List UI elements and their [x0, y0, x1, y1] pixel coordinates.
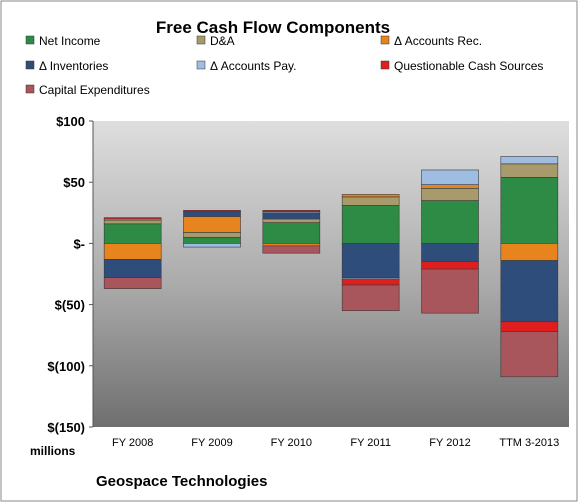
bar-delta-inventories-fy-2008 [103, 259, 162, 278]
legend-label-net-income: Net Income [39, 34, 101, 48]
legend-label-delta-accounts-pay: Δ Accounts Pay. [210, 59, 297, 73]
legend-label-questionable-cash-sources: Questionable Cash Sources [394, 59, 543, 73]
legend-label-danda: D&A [210, 34, 235, 48]
bar-delta-accounts-rec-fy-2008 [103, 243, 162, 260]
legend-swatch-delta-accounts-rec [380, 35, 390, 45]
bar-questionable-cash-sources-fy-2011 [341, 278, 400, 286]
bar-danda-fy-2012 [421, 188, 479, 201]
x-tick-label: FY 2008 [112, 437, 153, 449]
legend-swatch-danda [196, 35, 206, 45]
bar-delta-inventories-fy-2010 [262, 212, 321, 220]
bar-capital-expenditures-ttm-3-2013 [500, 331, 559, 378]
legend-swatch-delta-accounts-pay [196, 60, 206, 70]
bars [103, 156, 559, 378]
bar-delta-accounts-rec-fy-2011 [341, 194, 400, 198]
plot-area [93, 121, 569, 427]
legend-swatch-questionable-cash-sources [380, 60, 390, 70]
unit-label: millions [30, 444, 76, 458]
bar-questionable-cash-sources-fy-2010 [262, 210, 321, 212]
bar-net-income-fy-2012 [421, 200, 479, 244]
legend-label-delta-inventories: Δ Inventories [39, 59, 108, 73]
legend-label-capital-expenditures: Capital Expenditures [39, 83, 150, 97]
bar-delta-accounts-pay-fy-2012 [421, 169, 479, 185]
bar-delta-accounts-rec-ttm-3-2013 [500, 243, 559, 261]
bar-capital-expenditures-fy-2012 [421, 268, 479, 314]
bar-delta-inventories-ttm-3-2013 [500, 260, 559, 323]
bar-delta-inventories-fy-2012 [421, 243, 479, 263]
chart-title: Free Cash Flow Components [156, 18, 390, 37]
x-tick-label: TTM 3-2013 [499, 437, 559, 449]
bar-net-income-fy-2010 [262, 222, 321, 244]
x-tick-label: FY 2009 [191, 437, 232, 449]
x-tick-label: FY 2012 [429, 437, 470, 449]
y-tick-label: $(50) [55, 298, 85, 313]
bar-delta-accounts-pay-fy-2009 [183, 243, 241, 248]
bar-capital-expenditures-fy-2011 [341, 284, 400, 312]
bar-questionable-cash-sources-fy-2012 [421, 261, 479, 270]
bar-capital-expenditures-fy-2008 [103, 277, 162, 289]
x-tick-label: FY 2011 [350, 437, 391, 449]
bar-questionable-cash-sources-fy-2009 [183, 210, 241, 212]
y-tick-label: $- [73, 236, 85, 251]
y-tick-label: $100 [56, 114, 85, 129]
legend-swatch-delta-inventories [25, 60, 35, 70]
x-tick-label: FY 2010 [271, 437, 312, 449]
legend-swatch-net-income [25, 35, 35, 45]
bar-delta-inventories-fy-2009 [183, 211, 241, 217]
bar-danda-fy-2010 [262, 218, 321, 223]
y-axis: $100 $50 $- $(50) $(100) $(150) [47, 114, 94, 435]
bar-net-income-fy-2011 [341, 205, 400, 244]
bar-danda-fy-2008 [103, 219, 162, 225]
bar-questionable-cash-sources-ttm-3-2013 [500, 321, 559, 332]
bar-danda-fy-2011 [341, 196, 400, 206]
bar-net-income-fy-2008 [103, 223, 162, 244]
bar-net-income-fy-2009 [183, 236, 241, 244]
x-axis: FY 2008 FY 2009 FY 2010 FY 2011 FY 2012 TTM 3… [112, 437, 559, 449]
bar-questionable-cash-sources-fy-2008 [103, 217, 162, 220]
bar-danda-fy-2009 [183, 232, 241, 238]
y-tick-label: $(150) [47, 420, 85, 435]
legend-swatch-capital-expenditures [25, 84, 35, 94]
legend: Net Income D&A Δ Accounts Rec. Δ Inventorie… [25, 34, 543, 97]
y-tick-label: $50 [63, 175, 85, 190]
bar-danda-ttm-3-2013 [500, 163, 559, 178]
bar-delta-accounts-rec-fy-2012 [421, 184, 479, 189]
bar-delta-inventories-fy-2011 [341, 243, 400, 278]
bar-net-income-ttm-3-2013 [500, 177, 559, 244]
bar-delta-accounts-rec-fy-2010 [262, 243, 321, 247]
bar-delta-accounts-rec-fy-2009 [183, 216, 241, 233]
bar-delta-accounts-pay-ttm-3-2013 [500, 156, 559, 165]
legend-label-delta-accounts-rec: Δ Accounts Rec. [394, 34, 482, 48]
bar-capital-expenditures-fy-2010 [262, 245, 321, 254]
y-tick-label: $(100) [47, 359, 85, 374]
footer-company-name: Geospace Technologies [96, 473, 267, 490]
